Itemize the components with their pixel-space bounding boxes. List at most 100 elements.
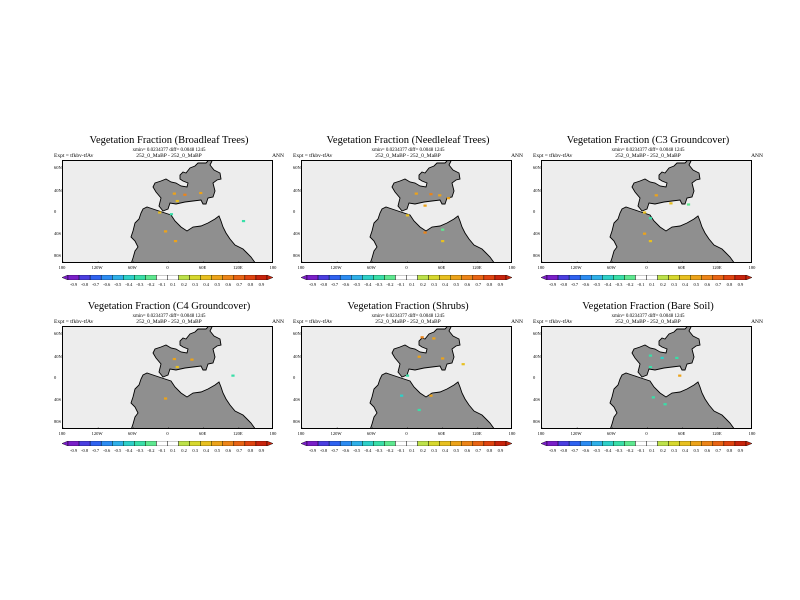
colorbar-swatch [373,441,385,446]
data-patch [405,214,410,217]
run-label: 252_0_MaBP - 252_0_MaBP [136,319,202,325]
experiment-label: Expt = tfkbv-tfAv [533,319,573,325]
chart-title: Vegetation Fraction (C3 Groundcover) [566,135,730,146]
chart-panel: Vegetation Fraction (C3 Groundcover) xmin… [533,135,763,305]
colorbar-tick-label: 0.4 [442,448,448,453]
colorbar-right-arrow [745,275,752,280]
colorbar-tick-label: 0.5 [453,282,460,287]
colorbar-swatch [244,441,257,446]
colorbar-tick-label: -0.6 [103,448,111,453]
colorbar-tick-label: -0.6 [342,448,350,453]
colorbar-swatch [156,275,168,280]
colorbar-tick-label: 0.2 [660,448,666,453]
colorbar-right-arrow [266,275,273,280]
colorbar-tick-label: 0.7 [475,282,482,287]
data-patch [173,240,178,243]
chart-panel: Vegetation Fraction (Bare Soil) xmin= 0.0… [533,301,763,471]
colorbar-swatch [395,275,407,280]
colorbar [62,275,273,280]
data-patch [414,192,418,195]
colorbar-swatch [178,441,190,446]
colorbar-swatch [339,441,352,446]
colorbar-labels: -0.9 -0.8 -0.7 -0.6 -0.5 -0.4 -0.3 -0.2 -0.1 0.1 0… [541,282,752,289]
y-tick-label: 40S [293,231,301,237]
colorbar-tick-label: -0.9 [69,282,78,287]
colorbar-tick-label: -0.5 [593,282,601,287]
colorbar-swatch [145,275,157,280]
colorbar-swatch [255,275,268,280]
colorbar-swatch [89,275,102,280]
data-patch [163,397,168,400]
colorbar-svg [301,275,512,280]
colorbar-swatch [123,441,135,446]
colorbar-tick-label: -0.7 [571,282,579,287]
y-tick-label: 40S [54,397,62,403]
stats-line: xmin= 0.0234377 diff= 0.0048 1245 [371,314,445,319]
colorbar-swatch [472,441,485,446]
colorbar-swatch [78,275,91,280]
x-tick-label: 120W [91,431,103,436]
coastline [130,372,256,428]
colorbar-swatch [679,275,691,280]
colorbar-swatch [89,441,102,446]
colorbar-tick-label: 0.2 [420,448,426,453]
data-patch [654,194,658,197]
colorbar-tick-label: -0.2 [626,282,634,287]
colorbar-tick-label: -0.5 [114,282,122,287]
colorbar-labels: -0.9 -0.8 -0.7 -0.6 -0.5 -0.4 -0.3 -0.2 -0.1 0.1 0… [541,448,752,455]
colorbar-tick-label: 0.7 [236,282,243,287]
data-patch [423,204,427,207]
x-tick-label: 60E [199,431,207,436]
colorbar-tick-label: -0.7 [331,282,339,287]
y-tick-label: 40N [293,353,301,359]
colorbar-tick-label: 0.5 [693,448,700,453]
colorbar-tick-label: 0.6 [704,448,711,453]
colorbar-swatch [67,441,80,446]
colorbar-swatch [635,441,647,446]
land-area [63,327,272,428]
coastline [369,372,495,428]
colorbar-tick-label: 0.1 [409,448,415,453]
colorbar-tick-label: 0.2 [660,282,666,287]
colorbar-tick-label: -0.5 [353,282,361,287]
colorbar-tick-label: -0.1 [637,282,645,287]
x-tick-label: 120E [472,431,482,436]
colorbar-swatch [200,275,212,280]
colorbar-swatch [483,275,496,280]
data-patch [441,240,445,243]
colorbar-tick-label: 0.1 [649,282,655,287]
colorbar-tick-label: -0.6 [103,282,111,287]
map-svg [63,161,272,262]
y-tick-label: 0 [54,208,57,214]
colorbar-tick-label: -0.8 [560,448,568,453]
x-axis-labels: 180 120W 60W 0 60E 120E 180 [538,265,756,272]
data-patch [175,199,179,203]
colorbar-tick-label: -0.3 [136,448,144,453]
colorbar-swatch [100,441,113,446]
colorbar-tick-label: 0.9 [497,282,504,287]
colorbar-tick-label: -0.4 [364,282,372,287]
colorbar-tick-label: 0.8 [486,282,493,287]
map-svg [542,161,751,262]
colorbar-tick-label: -0.5 [593,448,601,453]
colorbar-tick-label: -0.9 [548,282,557,287]
x-tick-label: 180 [508,431,516,436]
y-tick-label: 40N [533,353,541,359]
colorbar-tick-label: 0.1 [409,282,415,287]
colorbar-swatch [134,275,146,280]
x-tick-label: 120E [712,265,722,270]
colorbar-swatch [328,275,341,280]
y-tick-label: 80S [54,418,62,424]
stats-line: xmin= 0.0234377 diff= 0.0048 1245 [132,314,206,319]
coastline [130,206,256,262]
x-tick-label: 120E [472,265,482,270]
colorbar-tick-label: -0.3 [615,448,623,453]
colorbar-tick-label: 0.8 [726,282,733,287]
coastline [391,327,461,378]
colorbar-tick-label: 0.8 [247,448,254,453]
colorbar-swatch [200,441,212,446]
colorbar-tick-label: 0.5 [214,448,221,453]
coastline [609,206,735,262]
colorbar-swatch [178,275,190,280]
colorbar-tick-label: 0.3 [192,448,198,453]
